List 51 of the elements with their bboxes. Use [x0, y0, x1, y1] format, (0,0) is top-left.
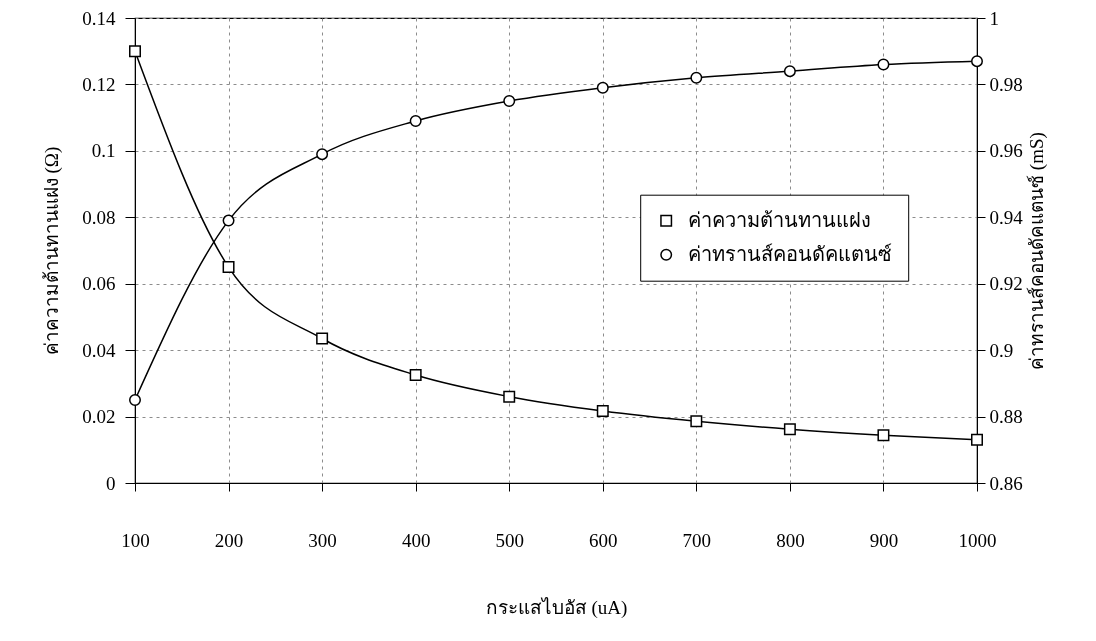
- point: [316, 148, 329, 161]
- y2-tick-label: 0.96: [989, 140, 1023, 162]
- x-tick-label: 900: [869, 529, 899, 551]
- y-tick-label: 0.04: [82, 339, 116, 361]
- x-tick-label: 600: [589, 529, 618, 551]
- y-tick-label: 0: [106, 472, 116, 494]
- x-tick-label: 800: [776, 529, 805, 551]
- y2-tick-label: 0.86: [989, 472, 1023, 494]
- y2-axis-title: ค่าทรานส์คอนดัคแตนซ์ (mS): [1025, 132, 1048, 370]
- point: [222, 261, 235, 274]
- x-tick-label: 400: [401, 529, 431, 551]
- y2-tick-label: 0.9: [989, 339, 1014, 361]
- x-tick-label: 200: [214, 529, 244, 551]
- y2-tick-label: 0.94: [989, 206, 1024, 228]
- y-tick-label: 0.02: [82, 406, 116, 428]
- point: [409, 114, 422, 127]
- point: [877, 58, 890, 71]
- y-tick-label: 0.06: [82, 273, 116, 295]
- y-tick-label: 0.1: [91, 140, 116, 162]
- point: [316, 332, 329, 345]
- point: [503, 95, 516, 108]
- x-tick-label: 1000: [958, 529, 997, 551]
- point: [503, 390, 516, 403]
- y2-tick-label: 0.98: [989, 73, 1023, 95]
- legend-label: ค่าความต้านทานแฝง: [688, 208, 872, 231]
- x-tick-label: 700: [682, 529, 712, 551]
- point: [222, 214, 235, 227]
- legend-label: ค่าทรานส์คอนดัคแตนซ์: [688, 242, 893, 265]
- y-tick-label: 0.12: [82, 73, 116, 95]
- point: [129, 393, 141, 406]
- point: [690, 71, 703, 84]
- point: [877, 429, 890, 442]
- point: [971, 433, 983, 446]
- point: [971, 55, 983, 68]
- y2-tick-label: 0.92: [989, 273, 1023, 295]
- point: [129, 45, 141, 58]
- x-tick-label: 500: [495, 529, 524, 551]
- y-tick-label: 0.14: [82, 7, 116, 29]
- point: [596, 404, 609, 417]
- point: [783, 65, 796, 78]
- point: [783, 423, 796, 436]
- y2-tick-label: 1: [989, 7, 999, 29]
- point: [596, 81, 609, 94]
- x-tick-label: 300: [308, 529, 337, 551]
- y-axis-title: ค่าความต้านทานแฝง (Ω): [41, 146, 64, 356]
- x-tick-label: 100: [121, 529, 150, 551]
- y2-tick-label: 0.88: [989, 406, 1023, 428]
- point: [690, 415, 703, 428]
- point: [409, 369, 422, 382]
- x-axis-title: กระแสไบอัส (uA): [485, 596, 628, 619]
- y-tick-label: 0.08: [82, 206, 116, 228]
